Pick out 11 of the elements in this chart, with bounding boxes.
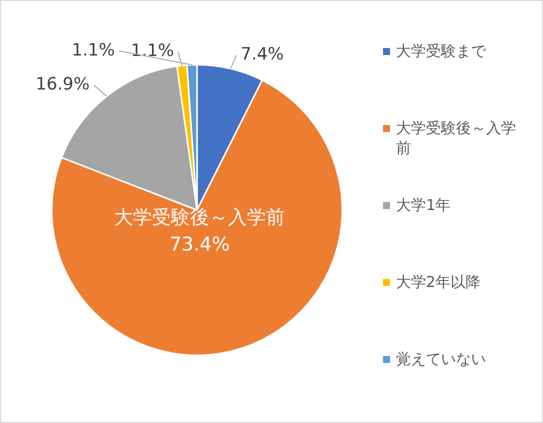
legend-label: 覚えていない bbox=[396, 349, 486, 369]
data-label: 73.4% bbox=[169, 234, 230, 256]
legend-label: 大学受験まで bbox=[396, 41, 486, 61]
slice-label: 大学受験後～入学前 bbox=[114, 206, 286, 229]
data-label: 1.1% bbox=[72, 40, 115, 60]
legend-label: 大学受験後～入学前 bbox=[396, 118, 517, 158]
legend-label: 大学2年以降 bbox=[396, 272, 481, 292]
data-label: 16.9% bbox=[36, 74, 90, 95]
data-label: 7.4% bbox=[240, 44, 284, 64]
data-label: 1.1% bbox=[130, 41, 174, 62]
legend-label: 大学1年 bbox=[396, 195, 451, 215]
